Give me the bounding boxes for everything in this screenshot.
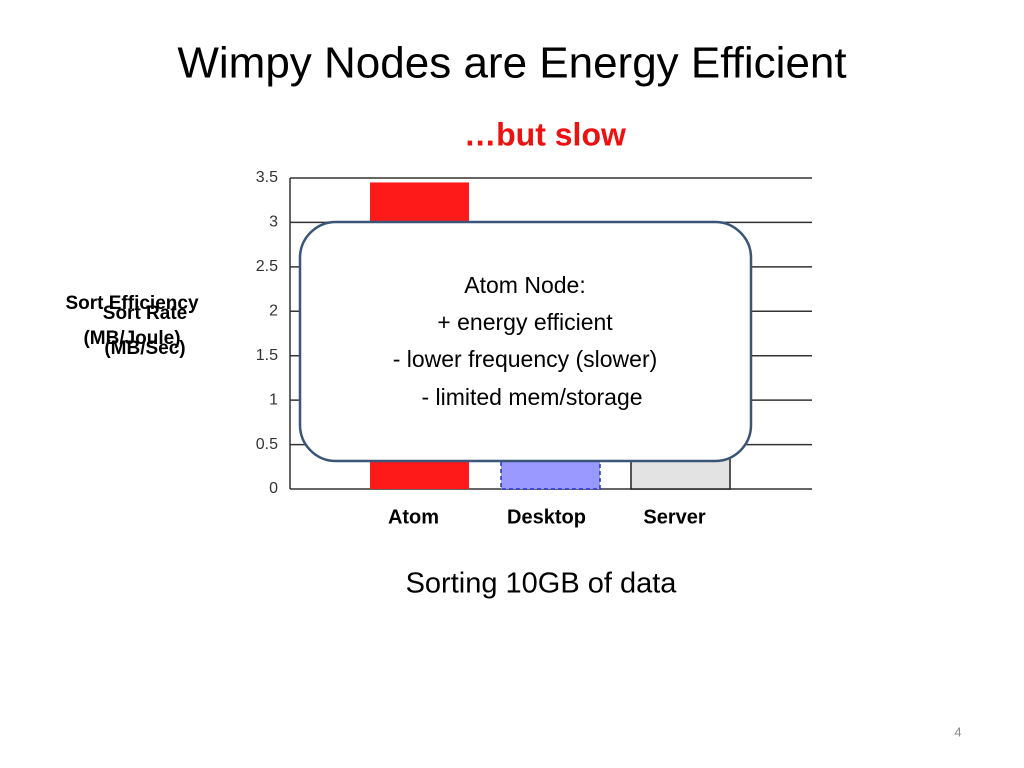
- y-axis-label: (MB/Joule): [83, 328, 180, 349]
- y-tick-label: 1: [269, 391, 278, 408]
- y-tick-label: 1.5: [256, 347, 278, 364]
- y-tick-label: 2.5: [256, 258, 278, 275]
- slide-title: Wimpy Nodes are Energy Efficient: [177, 39, 846, 88]
- y-tick-label: 3.5: [256, 169, 278, 186]
- callout-line: - lower frequency (slower): [393, 346, 658, 372]
- callout-line: - limited mem/storage: [421, 384, 642, 410]
- callout-line: + energy efficient: [437, 309, 613, 335]
- y-axis-label: Sort Efficiency: [65, 293, 198, 314]
- y-tick-label: 0.5: [256, 436, 278, 453]
- page-number: 4: [954, 724, 961, 739]
- x-tick-label: Atom: [388, 506, 439, 528]
- y-axis-label: Sort Rate: [103, 303, 187, 324]
- y-axis-label: (MB/Sec): [104, 338, 185, 359]
- y-tick-label: 0: [269, 480, 278, 497]
- caption: Sorting 10GB of data: [406, 568, 678, 600]
- x-tick-label: Server: [643, 506, 705, 528]
- x-tick-label: Desktop: [507, 506, 586, 528]
- callout-box: [298, 220, 753, 463]
- y-tick-label: 3: [269, 214, 278, 231]
- y-tick-label: 2: [269, 303, 278, 320]
- slide-subtitle: …but slow: [464, 116, 626, 152]
- callout-line: Atom Node:: [464, 272, 585, 298]
